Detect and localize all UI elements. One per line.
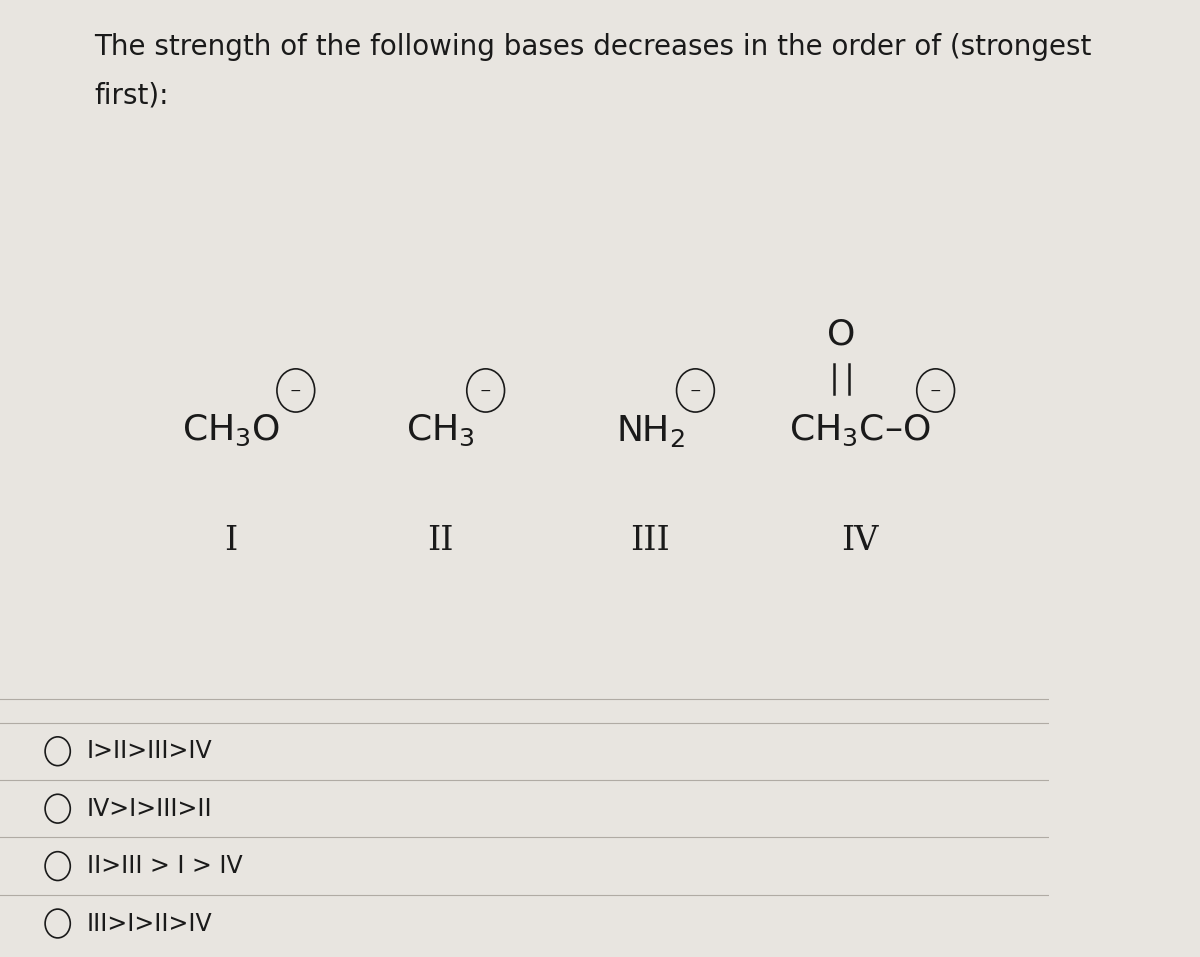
Text: CH$_3$C–O: CH$_3$C–O bbox=[790, 413, 931, 448]
Text: −: − bbox=[480, 384, 492, 397]
Text: The strength of the following bases decreases in the order of (strongest: The strength of the following bases decr… bbox=[95, 33, 1092, 61]
Text: CH$_3$: CH$_3$ bbox=[406, 413, 475, 448]
Text: −: − bbox=[690, 384, 701, 397]
Text: NH$_2$: NH$_2$ bbox=[616, 412, 685, 449]
Text: O: O bbox=[827, 318, 856, 352]
Text: I: I bbox=[224, 524, 238, 557]
Text: I>II>III>IV: I>II>III>IV bbox=[88, 739, 212, 764]
Text: −: − bbox=[290, 384, 301, 397]
Text: III: III bbox=[630, 524, 671, 557]
Text: first):: first): bbox=[95, 81, 169, 109]
Text: IV: IV bbox=[841, 524, 878, 557]
Text: II>III > I > IV: II>III > I > IV bbox=[88, 854, 242, 879]
Text: CH$_3$O: CH$_3$O bbox=[181, 413, 280, 448]
Text: II: II bbox=[427, 524, 454, 557]
Text: III>I>II>IV: III>I>II>IV bbox=[88, 911, 212, 936]
Text: −: − bbox=[930, 384, 942, 397]
Text: IV>I>III>II: IV>I>III>II bbox=[88, 796, 212, 821]
